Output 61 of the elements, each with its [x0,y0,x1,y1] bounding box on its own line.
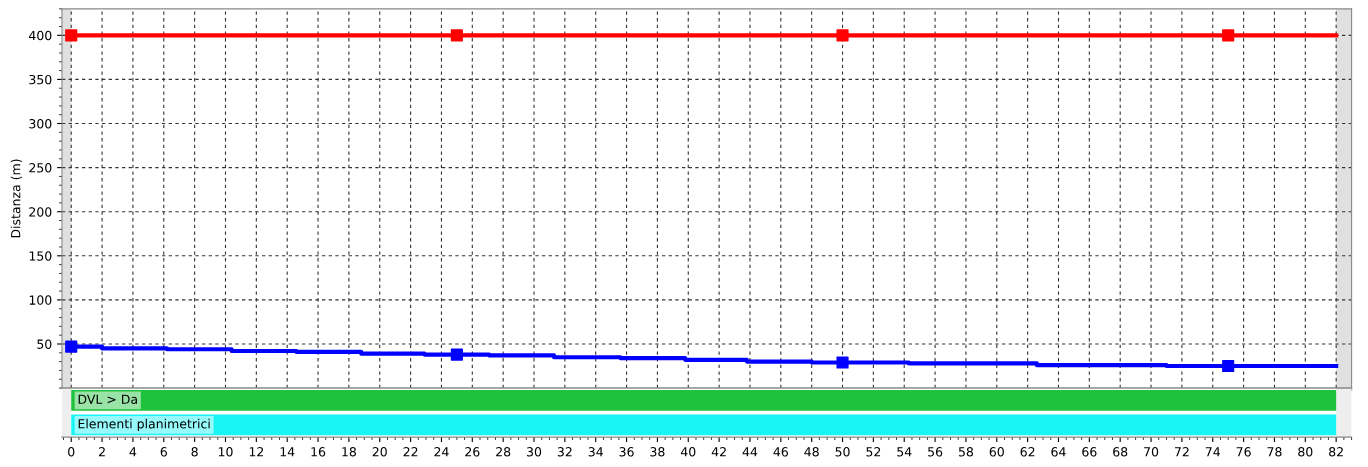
x-tick-label: 82 [1329,447,1343,457]
y-tick-label: 400 [29,30,52,41]
x-tick-label: 72 [1174,447,1189,457]
x-tick-label: 6 [160,447,167,457]
x-tick-label: 44 [742,447,758,457]
x-tick-label: 28 [496,447,511,457]
x-tick-label: 62 [1020,447,1035,457]
point [836,356,849,369]
y-tick-label: 350 [29,74,52,85]
x-tick-label: 42 [711,447,726,457]
point [1222,359,1235,373]
x-tick-label: 76 [1236,447,1251,457]
y-tick-label: 50 [37,339,52,349]
x-tick-label: 2 [99,447,105,457]
x-tick-label: 46 [773,447,788,457]
x-tick-label: 80 [1298,447,1313,457]
x-tick-label: 12 [249,447,264,457]
x-tick-label: 24 [434,447,449,457]
point [836,29,849,42]
y-tick-label: 150 [29,251,52,261]
text: Elementi planimetrici [78,418,210,431]
point [65,340,78,353]
x-tick-label: 64 [1051,447,1066,457]
x-tick-label: 40 [680,447,696,457]
x-tick-label: 74 [1205,447,1220,457]
x-tick-label: 36 [619,447,634,457]
x-tick-label: 38 [650,447,665,457]
y-tick-label: 300 [29,118,52,129]
x-tick-label: 66 [1082,447,1097,457]
x-tick-label: 34 [588,447,603,457]
x-tick-label: 32 [557,447,572,457]
x-tick-label: 68 [1113,447,1128,457]
y-tick-label: 200 [29,207,52,217]
y-tick-label: 250 [29,163,52,173]
text: DVL > Da [78,394,137,404]
x-tick-label: 56 [928,447,943,457]
x-tick-label: 50 [835,447,850,457]
x-tick-label: 4 [129,447,137,457]
x-tick-label: 22 [403,447,418,457]
x-tick-label: 58 [958,447,974,457]
y-axis-title: Distanza (m) [10,159,22,238]
x-tick-label: 30 [527,447,542,457]
point [450,348,463,361]
x-tick-label: 14 [280,447,295,457]
x-tick-label: 52 [866,447,881,457]
y-tick-label: 100 [29,295,52,305]
x-tick-label: 48 [804,447,819,457]
x-tick-label: 26 [465,447,480,457]
point [1222,29,1235,42]
x-tick-label: 16 [311,447,326,457]
x-tick-label: 8 [191,447,198,457]
x-tick-label: 54 [897,447,912,457]
x-tick-label: 10 [218,447,233,457]
x-tick-label: 70 [1144,447,1159,457]
x-tick-label: 60 [989,447,1004,457]
x-tick-label: 20 [372,447,387,457]
x-tick-label: 18 [342,447,356,457]
x-tick-label: 78 [1267,447,1282,457]
point [65,29,78,42]
x-tick-label: 0 [68,447,75,457]
point [450,29,463,42]
